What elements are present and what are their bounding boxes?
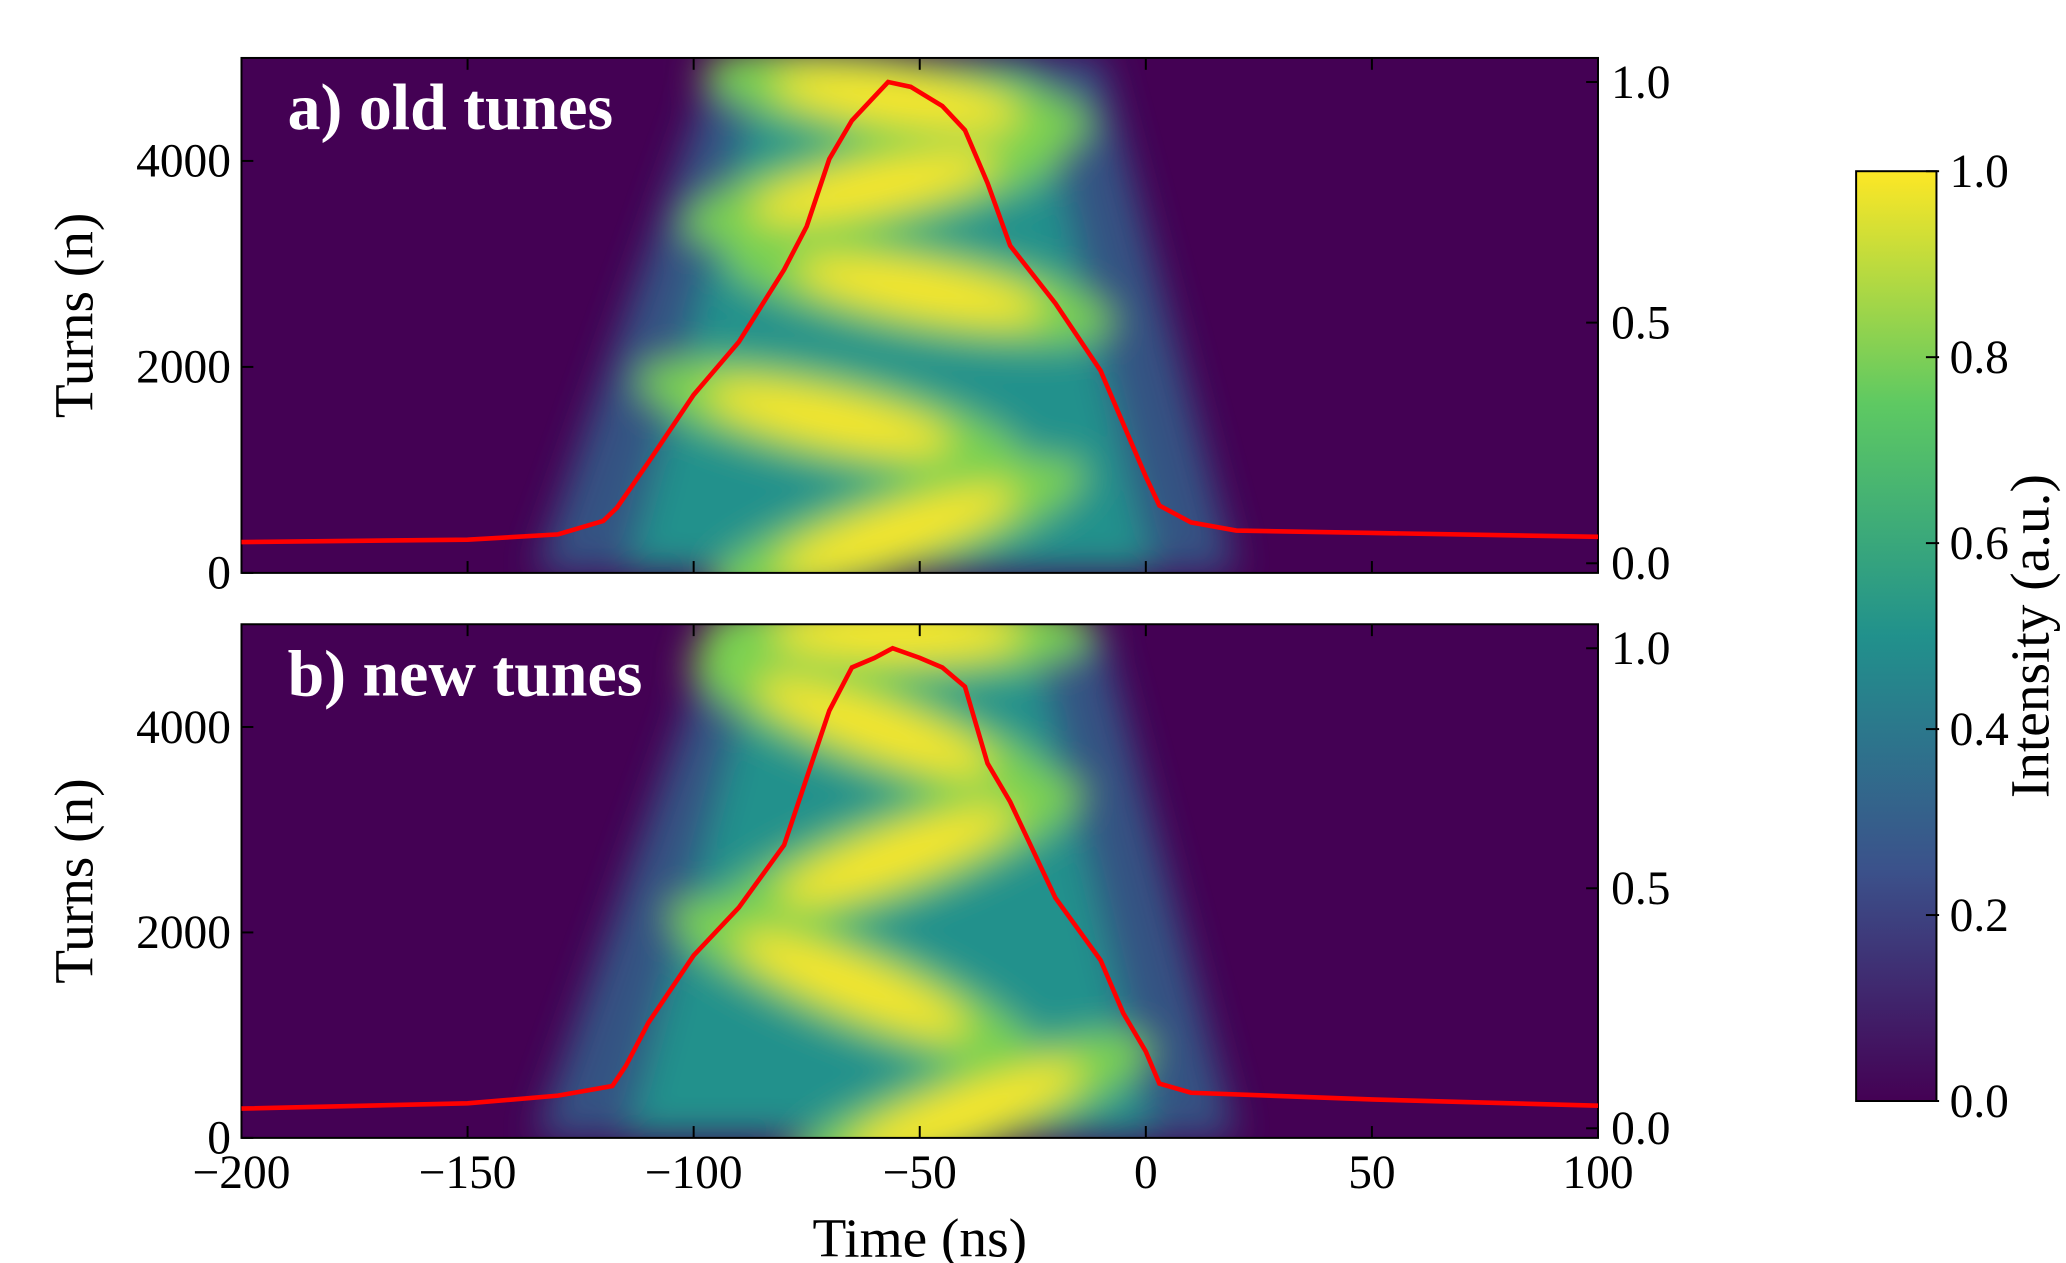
- x-tick-label: 100: [1562, 1147, 1633, 1199]
- panel-title: b) new tunes: [288, 637, 643, 710]
- y2-tick-label: 1.0: [1611, 57, 1670, 109]
- heatmap-texture: [535, 57, 1237, 573]
- heatmap-band: [735, 932, 969, 1036]
- profile-line: [241, 645, 1599, 1111]
- panel-title: a) old tunes: [288, 71, 614, 144]
- y-tick-label: 0: [207, 548, 231, 600]
- y-axis-label: Turns (n): [44, 213, 105, 418]
- heatmap-band: [706, 383, 952, 454]
- heatmap-band: [779, 807, 1015, 904]
- x-tick-label: −200: [193, 1147, 291, 1199]
- heatmap-band: [773, 69, 1022, 129]
- x-tick-label: −50: [883, 1147, 957, 1199]
- heatmap-band: [772, 624, 1023, 659]
- colorbar-tick-label: 0.8: [1950, 332, 2009, 384]
- y-axis-label: Turns (n): [44, 778, 105, 983]
- y2-tick-label: 0.0: [1611, 538, 1670, 590]
- colorbar-tick-label: 0.0: [1950, 1076, 2009, 1128]
- y2-tick-label: 0.0: [1611, 1103, 1670, 1155]
- colorbar-tick-label: 0.2: [1950, 890, 2009, 942]
- colorbar-tick-label: 0.6: [1950, 518, 2009, 570]
- x-tick-label: −150: [419, 1147, 517, 1199]
- y2-tick-label: 0.5: [1611, 297, 1670, 349]
- x-tick-label: 50: [1348, 1147, 1395, 1199]
- heatmap-texture: [535, 624, 1237, 1138]
- y2-tick-label: 0.5: [1611, 863, 1670, 915]
- heatmap-blur: [535, 624, 1237, 1138]
- colorbar-tick-label: 0.4: [1950, 704, 2009, 756]
- colorbar-tick-label: 1.0: [1950, 146, 2009, 198]
- x-tick-label: −100: [645, 1147, 743, 1199]
- x-tick-label: 0: [1134, 1147, 1158, 1199]
- heatmap-band: [847, 1063, 1083, 1138]
- heatmap-band: [777, 486, 1017, 573]
- y-tick-label: 2000: [136, 342, 231, 394]
- heatmap-band: [756, 678, 993, 776]
- y2-tick-label: 1.0: [1611, 623, 1670, 675]
- x-axis-label: Time (ns): [812, 1207, 1027, 1263]
- y-tick-label: 0: [207, 1113, 231, 1165]
- colorbar: [1855, 170, 1938, 1102]
- y-tick-label: 2000: [136, 907, 231, 959]
- y-tick-label: 4000: [136, 136, 231, 188]
- y-tick-label: 4000: [136, 702, 231, 754]
- colorbar-label: Intensity (a.u.): [1999, 474, 2060, 798]
- heatmap-blur: [535, 57, 1237, 573]
- profile-line: [241, 79, 1599, 545]
- heatmap-band: [796, 257, 1044, 322]
